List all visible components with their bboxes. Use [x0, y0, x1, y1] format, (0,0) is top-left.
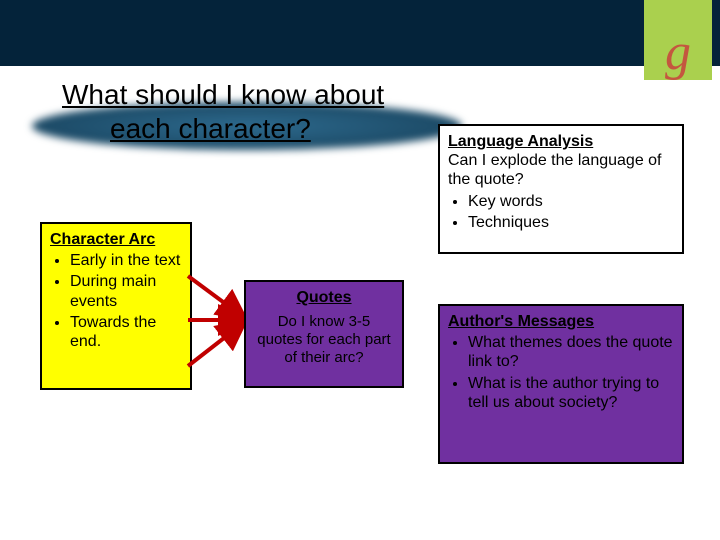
quotes-body: Do I know 3-5 quotes for each part of th…: [254, 313, 394, 367]
character-arc-list: Early in the text During main events Tow…: [50, 251, 182, 351]
list-item: Techniques: [468, 213, 674, 232]
list-item: Early in the text: [70, 251, 182, 270]
title-line-1: What should I know about: [62, 78, 432, 112]
list-item: During main events: [70, 272, 182, 310]
list-item: What themes does the quote link to?: [468, 333, 674, 371]
messages-heading: Author's Messages: [448, 312, 674, 331]
slide-title: What should I know about each character?: [62, 78, 432, 145]
language-heading: Language Analysis: [448, 132, 674, 151]
quotes-box: Quotes Do I know 3-5 quotes for each par…: [244, 280, 404, 388]
list-item: Towards the end.: [70, 313, 182, 351]
character-arc-box: Character Arc Early in the text During m…: [40, 222, 192, 390]
logo-badge: g: [644, 0, 712, 80]
top-bar: [0, 0, 720, 66]
language-list: Key words Techniques: [448, 192, 674, 232]
messages-list: What themes does the quote link to? What…: [448, 333, 674, 412]
language-analysis-box: Language Analysis Can I explode the lang…: [438, 124, 684, 254]
list-item: What is the author trying to tell us abo…: [468, 374, 674, 412]
title-line-2: each character?: [62, 112, 432, 146]
quotes-heading: Quotes: [254, 288, 394, 307]
character-arc-heading: Character Arc: [50, 230, 182, 249]
authors-messages-box: Author's Messages What themes does the q…: [438, 304, 684, 464]
list-item: Key words: [468, 192, 674, 211]
logo-glyph: g: [665, 32, 691, 74]
language-intro: Can I explode the language of the quote?: [448, 151, 674, 189]
